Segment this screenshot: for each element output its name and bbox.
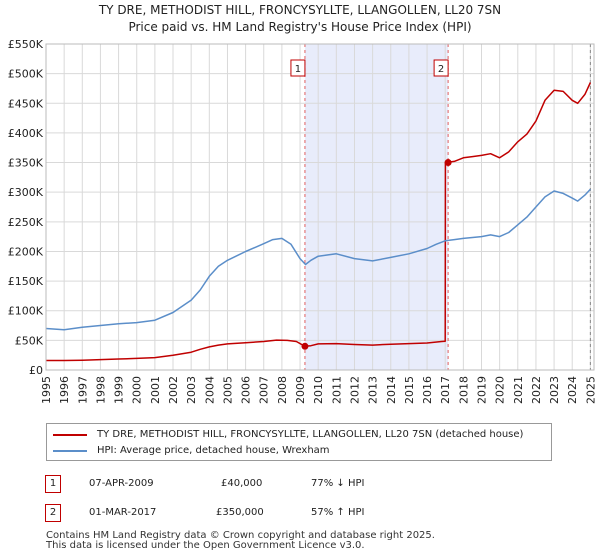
y-tick-label: £300K: [8, 186, 44, 199]
x-tick-label: 2010: [312, 376, 325, 404]
x-tick-label: 2005: [221, 376, 234, 404]
legend-blue-line: [53, 450, 87, 452]
x-tick-label: 2015: [403, 376, 416, 404]
footer-copyright: Contains HM Land Registry data © Crown c…: [46, 530, 435, 541]
legend-red-line: [53, 434, 87, 436]
sale-hpi-diff: 57% ↑ HPI: [311, 507, 365, 518]
x-tick-label: 1999: [113, 376, 126, 404]
x-tick-label: 2001: [149, 376, 162, 404]
x-tick-label: 2002: [167, 376, 180, 404]
sale-label-box: [290, 59, 306, 77]
sale-date: 07-APR-2009: [89, 478, 154, 489]
x-tick-label: 2012: [348, 376, 361, 404]
y-tick-label: £500K: [8, 68, 44, 81]
sale-date: 01-MAR-2017: [89, 507, 157, 518]
chart-title-block: TY DRE, METHODIST HILL, FRONCYSYLLTE, LL…: [0, 2, 600, 36]
sale-point: [444, 159, 452, 167]
y-tick-label: £250K: [8, 216, 44, 229]
sale-point: [301, 342, 309, 350]
series-line-hpi: [45, 188, 591, 331]
sale-hpi-diff: 77% ↓ HPI: [311, 478, 365, 489]
sale-label-text: 2: [438, 64, 444, 75]
x-tick-label: 2018: [457, 376, 470, 404]
legend-property-label: TY DRE, METHODIST HILL, FRONCYSYLLTE, LL…: [97, 429, 524, 440]
x-tick-label: 2023: [548, 376, 561, 404]
legend: TY DRE, METHODIST HILL, FRONCYSYLLTE, LL…: [46, 423, 552, 461]
sale-price: £350,000: [216, 507, 264, 518]
y-tick-label: £150K: [8, 275, 44, 288]
price-chart: £0 £50K £100K £150K £200K £250K £300K £350K £400…: [8, 38, 598, 404]
y-tick-label: £50K: [15, 334, 44, 347]
x-tick-label: 2013: [367, 376, 380, 404]
x-tick-label: 1997: [76, 376, 89, 404]
x-tick-label: 2003: [185, 376, 198, 404]
x-tick-label: 2008: [276, 376, 289, 404]
x-tick-label: 2000: [131, 376, 144, 404]
sale-label-text: 1: [295, 64, 301, 75]
x-tick-label: 2019: [475, 376, 488, 404]
x-tick-label: 2020: [494, 376, 507, 404]
y-tick-label: £350K: [8, 157, 44, 170]
sale-number-badge: 2: [45, 504, 61, 522]
y-tick-label: £550K: [8, 38, 44, 51]
x-tick-label: 2025: [584, 376, 597, 404]
y-tick-label: £100K: [8, 305, 44, 318]
x-tick-label: 2007: [258, 376, 271, 404]
x-tick-label: 1998: [94, 376, 107, 404]
x-tick-label: 1996: [58, 376, 71, 404]
x-tick-label: 2021: [512, 376, 525, 404]
x-tick-label: 2014: [385, 376, 398, 404]
chart-subtitle: Price paid vs. HM Land Registry's House …: [128, 20, 472, 34]
x-tick-label: 2022: [530, 376, 543, 404]
y-tick-label: £400K: [8, 127, 44, 140]
x-tick-label: 2006: [240, 376, 253, 404]
plot-border: [45, 43, 595, 371]
sale-price: £40,000: [221, 478, 263, 489]
x-tick-label: 2017: [439, 376, 452, 404]
y-tick-label: £0: [29, 364, 43, 377]
sale-number-badge: 1: [45, 475, 61, 493]
x-tick-label: 2016: [421, 376, 434, 404]
x-tick-label: 2011: [330, 376, 343, 404]
footer: Contains HM Land Registry data © Crown c…: [46, 531, 435, 551]
chart-title: TY DRE, METHODIST HILL, FRONCYSYLLTE, LL…: [98, 3, 502, 17]
y-tick-label: £450K: [8, 97, 44, 110]
x-tick-label: 2009: [294, 376, 307, 404]
series-line-property: [46, 82, 592, 362]
y-tick-label: £200K: [8, 245, 44, 258]
footer-licence: This data is licensed under the Open Gov…: [46, 540, 365, 551]
shaded-ownership-region: [304, 44, 449, 370]
sale-label-box: [433, 59, 449, 77]
x-tick-label: 1995: [40, 376, 53, 404]
x-tick-label: 2024: [566, 376, 579, 404]
x-tick-label: 2004: [203, 376, 216, 404]
legend-hpi-label: HPI: Average price, detached house, Wrex…: [97, 445, 330, 456]
